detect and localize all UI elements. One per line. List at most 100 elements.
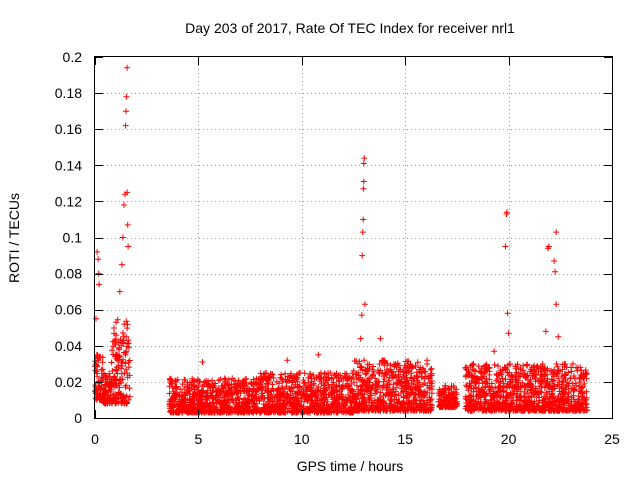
data-point bbox=[380, 402, 386, 409]
data-point bbox=[406, 400, 413, 407]
data-point bbox=[395, 392, 402, 399]
data-point bbox=[545, 243, 552, 250]
data-point bbox=[420, 397, 427, 404]
data-point bbox=[111, 373, 118, 380]
data-point bbox=[339, 393, 346, 400]
data-point bbox=[327, 370, 334, 376]
data-point bbox=[387, 366, 394, 373]
data-point bbox=[300, 403, 307, 410]
data-point bbox=[265, 385, 272, 392]
data-point bbox=[344, 397, 351, 404]
data-point bbox=[392, 361, 399, 368]
data-point bbox=[503, 209, 510, 216]
data-point bbox=[403, 390, 410, 397]
data-point bbox=[551, 373, 557, 380]
data-point bbox=[377, 367, 384, 374]
data-point bbox=[277, 397, 284, 404]
data-point bbox=[266, 374, 273, 381]
data-point bbox=[223, 402, 230, 409]
data-point bbox=[126, 357, 133, 364]
data-point bbox=[166, 376, 173, 383]
data-point bbox=[577, 379, 584, 385]
data-point bbox=[123, 318, 130, 325]
data-point bbox=[96, 396, 103, 403]
data-point bbox=[553, 229, 560, 236]
data-point bbox=[225, 397, 232, 403]
data-point bbox=[507, 406, 514, 413]
data-point bbox=[568, 401, 574, 408]
data-point bbox=[116, 376, 123, 383]
data-point bbox=[530, 389, 537, 396]
data-point bbox=[359, 367, 366, 374]
data-point bbox=[179, 381, 186, 388]
data-point bbox=[495, 363, 501, 369]
data-point bbox=[121, 202, 127, 208]
data-point bbox=[377, 396, 383, 403]
data-point bbox=[264, 406, 271, 413]
data-point bbox=[353, 401, 360, 408]
data-point bbox=[254, 381, 260, 388]
data-point bbox=[294, 378, 301, 385]
data-point bbox=[412, 391, 419, 398]
data-point bbox=[366, 361, 373, 368]
data-point bbox=[495, 372, 502, 379]
data-point bbox=[490, 405, 497, 412]
data-point bbox=[397, 406, 404, 413]
data-point bbox=[583, 400, 590, 407]
data-point bbox=[537, 372, 544, 378]
data-point bbox=[258, 377, 265, 384]
data-point bbox=[486, 403, 493, 410]
data-point bbox=[477, 369, 484, 376]
data-point bbox=[547, 383, 554, 390]
data-point bbox=[246, 386, 253, 393]
data-point bbox=[413, 397, 420, 404]
data-point bbox=[351, 379, 357, 386]
data-point bbox=[581, 380, 588, 387]
data-point bbox=[94, 352, 101, 359]
data-point bbox=[502, 243, 509, 250]
data-point bbox=[246, 403, 253, 410]
data-point bbox=[123, 382, 130, 389]
data-point bbox=[533, 407, 540, 414]
data-point bbox=[303, 386, 310, 393]
data-point bbox=[427, 379, 434, 386]
data-point bbox=[331, 401, 337, 408]
data-point bbox=[369, 407, 376, 414]
data-point bbox=[408, 370, 415, 377]
data-point bbox=[284, 373, 291, 380]
data-point bbox=[540, 407, 547, 414]
data-point bbox=[282, 386, 288, 393]
data-point bbox=[425, 407, 432, 414]
data-point bbox=[178, 406, 185, 413]
data-point bbox=[220, 388, 227, 395]
data-point bbox=[195, 397, 202, 404]
data-point bbox=[328, 376, 335, 382]
data-point bbox=[313, 406, 320, 413]
data-point bbox=[324, 398, 331, 405]
data-point bbox=[421, 390, 428, 397]
data-point bbox=[579, 394, 586, 401]
data-point bbox=[491, 362, 498, 368]
data-point bbox=[551, 258, 558, 264]
data-point bbox=[124, 343, 131, 350]
data-point bbox=[190, 397, 197, 404]
data-point bbox=[113, 395, 120, 402]
data-point bbox=[99, 366, 106, 373]
data-point bbox=[395, 379, 402, 385]
data-point bbox=[324, 409, 331, 416]
data-point bbox=[388, 393, 394, 399]
data-point bbox=[325, 374, 332, 381]
data-point bbox=[468, 382, 474, 389]
data-point bbox=[556, 379, 563, 386]
data-point bbox=[567, 375, 574, 382]
data-point bbox=[470, 388, 477, 395]
data-point bbox=[485, 399, 492, 406]
data-point bbox=[110, 397, 117, 404]
data-point bbox=[238, 409, 245, 416]
data-point bbox=[184, 409, 191, 416]
data-point bbox=[386, 381, 393, 388]
data-point bbox=[513, 397, 520, 404]
data-point bbox=[343, 399, 350, 406]
data-point bbox=[180, 399, 187, 406]
data-point bbox=[357, 374, 364, 381]
